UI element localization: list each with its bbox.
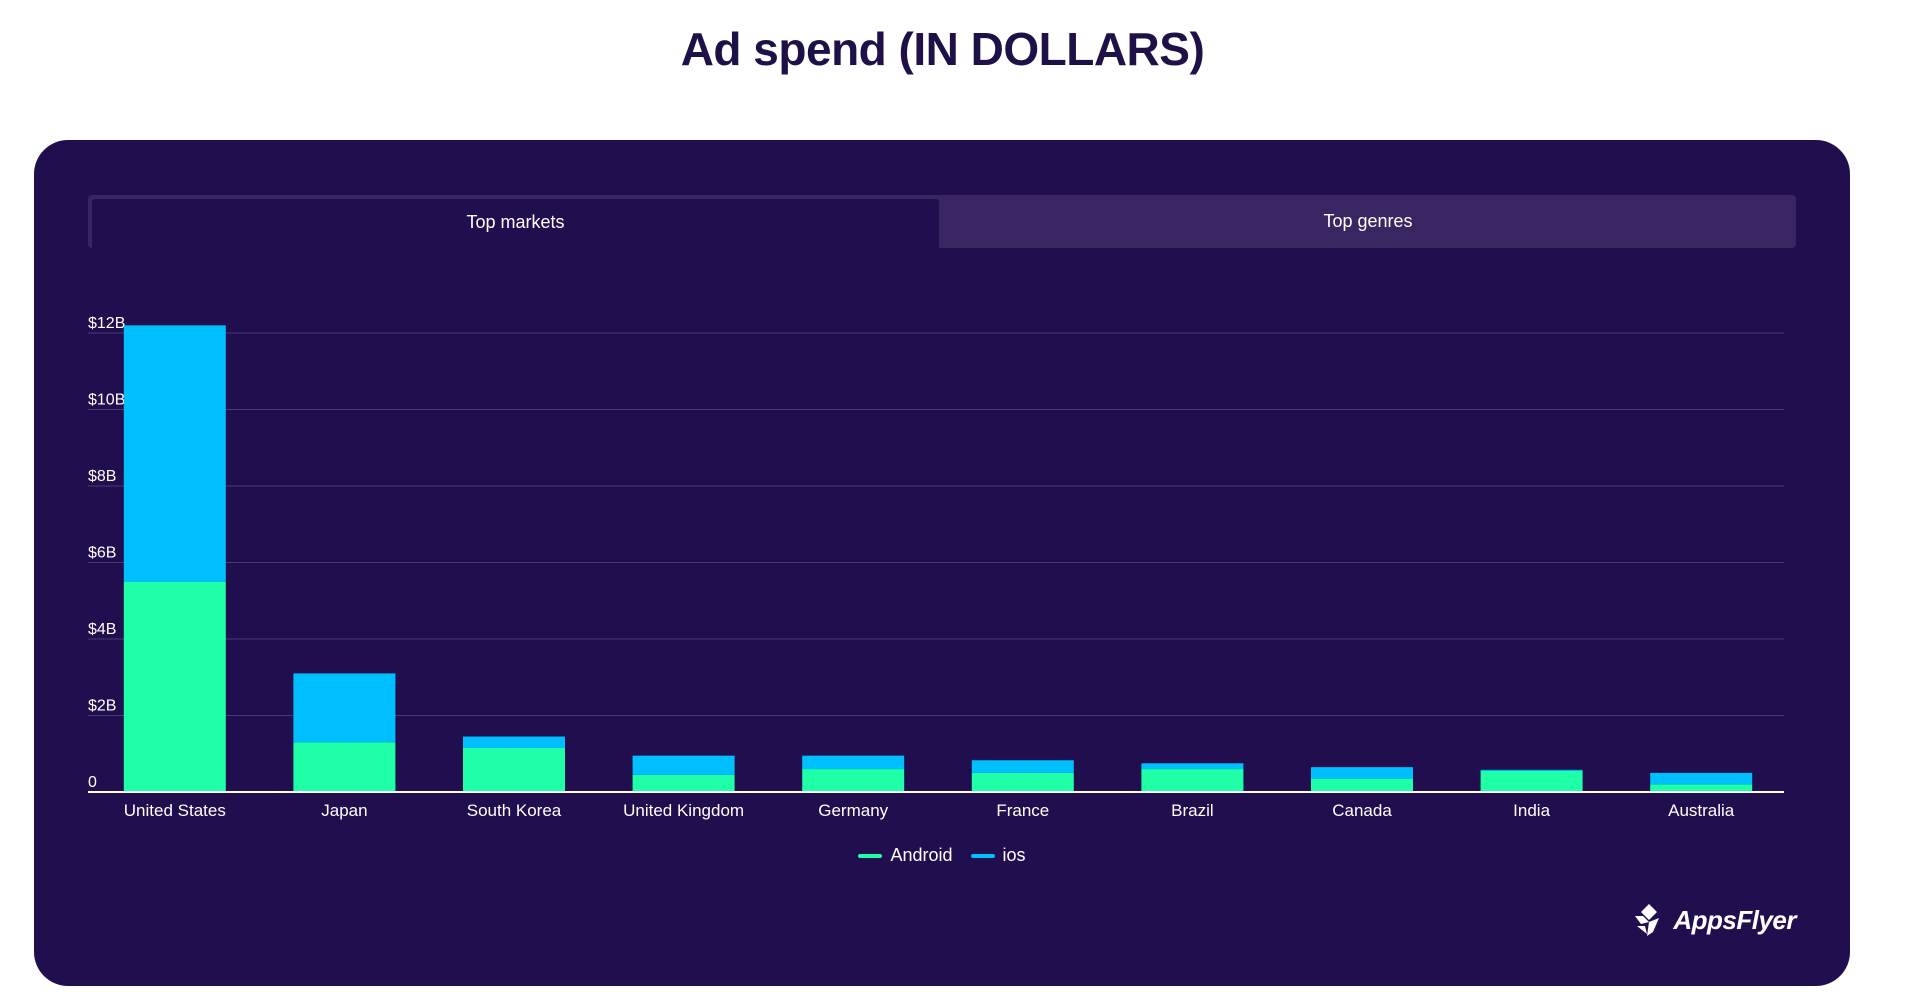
appsflyer-logo: AppsFlyer (1631, 902, 1796, 938)
y-tick-label: $8B (88, 468, 116, 485)
bar-android-canada[interactable] (1311, 778, 1413, 792)
y-tick-label: $6B (88, 545, 116, 562)
y-tick-label: $2B (88, 698, 116, 715)
x-tick-label: United States (124, 801, 226, 820)
legend-item-android[interactable]: Android (858, 845, 953, 866)
bar-android-united-kingdom[interactable] (632, 774, 735, 792)
bar-ios-south-korea[interactable] (463, 736, 565, 749)
x-tick-label: South Korea (467, 801, 562, 820)
bar-ios-united-kingdom[interactable] (632, 755, 735, 775)
tab-top-markets[interactable]: Top markets (92, 199, 939, 248)
x-tick-label: United Kingdom (623, 801, 744, 820)
y-tick-label: $4B (88, 621, 116, 638)
x-tick-label: Japan (321, 801, 367, 820)
bar-ios-india[interactable] (1480, 769, 1583, 771)
bar-android-japan[interactable] (293, 742, 396, 792)
bar-android-germany[interactable] (802, 769, 905, 792)
x-tick-label: Brazil (1171, 801, 1214, 820)
x-tick-label: France (996, 801, 1049, 820)
bar-ios-united-states[interactable] (123, 325, 226, 582)
bar-ios-canada[interactable] (1311, 767, 1413, 779)
tab-bar: Top markets Top genres (88, 195, 1796, 248)
bar-ios-france[interactable] (971, 760, 1074, 773)
legend-swatch-android (858, 853, 883, 858)
x-tick-label: Canada (1332, 801, 1392, 820)
bar-chart: 0 $2B $4B $6B $8B $10B $12B United States Japan S… (88, 315, 1784, 820)
bar-ios-brazil[interactable] (1141, 763, 1244, 770)
bar-ios-germany[interactable] (802, 755, 905, 770)
legend-item-ios[interactable]: ios (970, 845, 1026, 866)
legend-label-ios: ios (1002, 845, 1026, 865)
appsflyer-logo-icon (1635, 904, 1660, 936)
y-tick-label: $10B (88, 392, 125, 409)
bar-android-india[interactable] (1480, 770, 1583, 792)
legend-swatch-ios (970, 853, 995, 858)
chart-legend: Android ios (34, 845, 1850, 866)
logo-text: AppsFlyer (1673, 904, 1796, 935)
bar-android-south-korea[interactable] (463, 748, 565, 792)
legend-label-android: Android (890, 845, 953, 865)
bar-ios-japan[interactable] (293, 673, 396, 743)
y-tick-label: $12B (88, 315, 125, 332)
y-tick-label: 0 (88, 774, 97, 791)
bar-android-united-states[interactable] (123, 581, 226, 792)
bar-android-australia[interactable] (1650, 784, 1753, 792)
x-tick-label: Australia (1668, 801, 1735, 820)
x-tick-label: Germany (818, 801, 888, 820)
chart-card: Top markets Top genres 0 $2B $4B $6B $8B $10B… (34, 140, 1850, 986)
x-tick-label: India (1513, 801, 1550, 820)
bar-android-france[interactable] (971, 772, 1074, 792)
page-title: Ad spend (IN DOLLARS) (680, 23, 1205, 75)
tab-top-genres[interactable]: Top genres (1323, 211, 1413, 231)
bar-ios-australia[interactable] (1650, 772, 1753, 785)
bar-android-brazil[interactable] (1141, 769, 1244, 792)
